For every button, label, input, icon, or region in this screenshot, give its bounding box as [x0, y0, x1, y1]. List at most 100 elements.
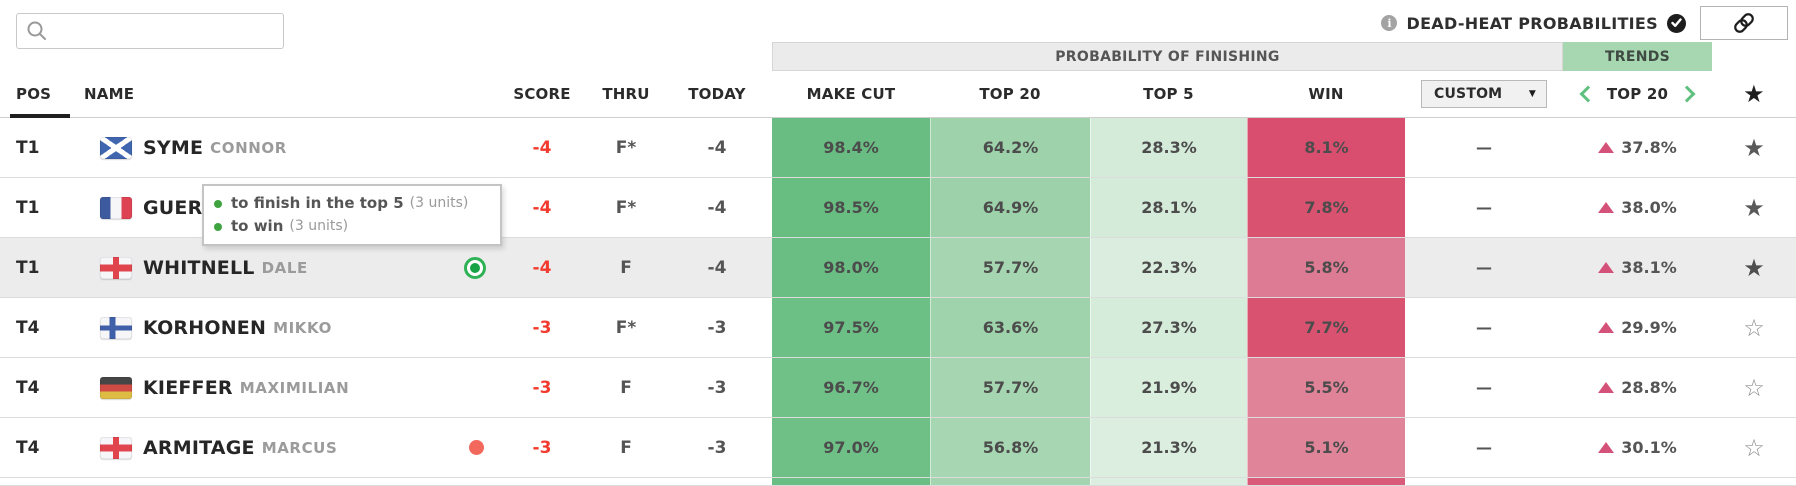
header-score[interactable]: SCORE: [494, 85, 590, 103]
header-name[interactable]: NAME: [74, 85, 494, 103]
pos-cell: T4: [16, 437, 40, 458]
today-cell: -4: [707, 137, 727, 158]
player-name-cell[interactable]: KORHONEN MIKKO: [74, 298, 494, 357]
win-cell: 7.8%: [1247, 178, 1405, 237]
make-cut-cell: 98.0%: [772, 238, 930, 297]
favorite-star-icon[interactable]: [1743, 136, 1765, 160]
score-cell: -3: [532, 437, 552, 458]
favorite-cell: [1712, 118, 1796, 177]
win-cell: 5.8%: [1247, 238, 1405, 297]
favorite-star-icon[interactable]: [1743, 436, 1765, 460]
player-firstname: DALE: [261, 258, 308, 277]
player-surname: SYME: [143, 136, 204, 159]
header-pos[interactable]: POS: [0, 71, 74, 118]
trend-value: 37.8%: [1621, 138, 1677, 157]
link-icon: [1734, 13, 1754, 33]
favorite-cell: [1712, 178, 1796, 237]
favorite-star-icon[interactable]: [1743, 256, 1765, 280]
header-make-cut-label: MAKE CUT: [806, 85, 896, 103]
bet-indicator-icon: [469, 440, 484, 455]
dead-heat-label: DEAD-HEAT PROBABILITIES: [1406, 13, 1658, 33]
favorite-star-icon[interactable]: [1743, 196, 1765, 220]
player-firstname: MAXIMILIAN: [239, 378, 350, 397]
pos-cell: T1: [16, 257, 40, 278]
player-name-cell[interactable]: KIEFFER MAXIMILIAN: [74, 358, 494, 417]
score-cell: -3: [532, 377, 552, 398]
player-name-cell[interactable]: SYME CONNOR: [74, 118, 494, 177]
trend-value: 30.1%: [1621, 438, 1677, 457]
header-top5-label: TOP 5: [1143, 85, 1194, 103]
top20-cell: 56.8%: [930, 418, 1090, 477]
score-cell: -4: [532, 137, 552, 158]
make-cut-cell: 98.4%: [772, 118, 930, 177]
top5-cell: 21.9%: [1090, 358, 1247, 417]
header-top5[interactable]: TOP 5: [1090, 85, 1247, 103]
make-cut-cell: 96.7%: [772, 358, 930, 417]
top5-cell: [1090, 478, 1247, 485]
header-score-label: SCORE: [513, 85, 571, 103]
header-thru[interactable]: THRU: [590, 85, 662, 103]
info-icon[interactable]: i: [1381, 15, 1398, 31]
pos-cell: T1: [16, 137, 40, 158]
tooltip-line: to finish in the top 5 (3 units): [214, 192, 490, 215]
win-cell: 8.1%: [1247, 118, 1405, 177]
trend-up-icon: [1598, 442, 1615, 453]
today-cell: -3: [707, 377, 727, 398]
search-input[interactable]: [48, 14, 283, 48]
top20-cell: 57.7%: [930, 238, 1090, 297]
country-flag-icon: [100, 436, 132, 459]
trends-selector-value: TOP 20: [1606, 85, 1669, 103]
win-cell: [1247, 478, 1405, 485]
tooltip-text: to win: [231, 217, 284, 235]
header-win-label: WIN: [1308, 85, 1344, 103]
header-make-cut[interactable]: MAKE CUT: [772, 85, 930, 103]
header-today[interactable]: TODAY: [662, 85, 772, 103]
player-surname: KORHONEN: [143, 316, 267, 339]
win-cell: 5.1%: [1247, 418, 1405, 477]
trend-value: 29.9%: [1621, 318, 1677, 337]
trend-up-icon: [1598, 382, 1615, 393]
header-favorites[interactable]: ★: [1712, 82, 1796, 106]
trend-up-icon: [1598, 202, 1615, 213]
bullet-icon: [214, 222, 222, 231]
player-name-cell[interactable]: WHITNELL DALE: [74, 238, 494, 297]
country-flag-icon: [100, 136, 132, 159]
thru-cell: F*: [615, 317, 637, 338]
top20-cell: [930, 478, 1090, 485]
player-name-cell[interactable]: ARMITAGE MARCUS: [74, 418, 494, 477]
custom-dropdown[interactable]: CUSTOM ▼: [1421, 80, 1547, 108]
make-cut-cell: 97.0%: [772, 418, 930, 477]
custom-cell: —: [1476, 438, 1492, 457]
player-surname: KIEFFER: [143, 376, 233, 399]
favorite-star-icon[interactable]: [1743, 316, 1765, 340]
search-box[interactable]: [16, 13, 284, 49]
trend-cell: 30.1%: [1563, 418, 1712, 477]
header-top20-label: TOP 20: [979, 85, 1041, 103]
share-link-button[interactable]: [1700, 6, 1788, 40]
header-custom: CUSTOM ▼: [1405, 80, 1563, 108]
check-icon[interactable]: [1667, 13, 1686, 33]
win-cell: 5.5%: [1247, 358, 1405, 417]
pos-cell: T4: [16, 317, 40, 338]
favorite-cell: [1712, 358, 1796, 417]
tooltip-units: (3 units): [289, 218, 349, 234]
star-icon: ★: [1743, 80, 1765, 108]
favorite-star-icon[interactable]: [1743, 376, 1765, 400]
custom-cell: —: [1476, 258, 1492, 277]
country-flag-icon: [100, 376, 132, 399]
tooltip-text: to finish in the top 5: [231, 194, 404, 212]
header-thru-label: THRU: [602, 85, 650, 103]
header-top20[interactable]: TOP 20: [930, 85, 1090, 103]
column-header-row: POS NAME SCORE THRU TODAY MAKE CUT TOP 2…: [0, 71, 1796, 118]
trend-up-icon: [1598, 142, 1615, 153]
player-firstname: MIKKO: [273, 318, 332, 337]
chevron-left-icon[interactable]: [1579, 85, 1597, 103]
pos-cell: T1: [16, 197, 40, 218]
custom-cell: —: [1476, 378, 1492, 397]
pos-cell: T4: [16, 377, 40, 398]
chevron-right-icon[interactable]: [1678, 85, 1696, 103]
favorite-cell: [1712, 418, 1796, 477]
header-win[interactable]: WIN: [1247, 85, 1405, 103]
make-cut-cell: 98.5%: [772, 178, 930, 237]
